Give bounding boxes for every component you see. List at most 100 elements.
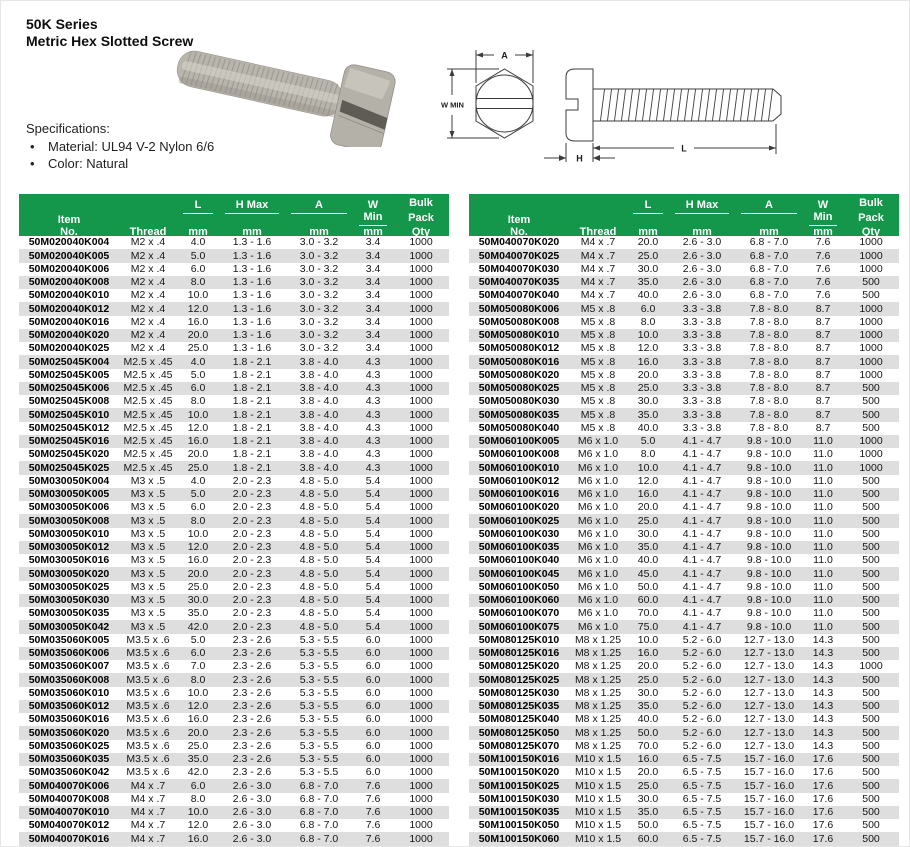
cell-a: 5.3 - 5.5 (299, 714, 339, 725)
cell-thread: M8 x 1.25 (574, 674, 622, 686)
table-row: 50M040070K008 M4 x .7 8.0 2.6 - 3.0 6.8 - 7.… (19, 793, 449, 806)
cell-length-l: 25.0 (637, 674, 659, 686)
cell-thread: M8 x 1.25 (574, 687, 622, 699)
cell-bulk-qty: 500 (862, 714, 880, 725)
cell-bulk-qty: 500 (862, 542, 880, 553)
cell-w-min: 11.0 (813, 436, 833, 447)
cell-length-l: 20.0 (637, 369, 659, 381)
cell-bulk-qty: 1000 (409, 383, 433, 394)
cell-w-min: 3.4 (365, 316, 381, 328)
cell-bulk-qty: 1000 (859, 661, 883, 672)
cell-item-no: 50M060100K060 (478, 595, 560, 606)
cell-item-no: 50M060100K035 (478, 542, 560, 553)
cell-thread: M5 x .8 (580, 356, 616, 368)
specs-heading: Specifications: (26, 121, 110, 136)
cell-bulk-qty: 1000 (409, 277, 433, 288)
table-row: 50M080125K070 M8 x 1.25 70.0 5.2 - 6.0 12.7 … (469, 740, 899, 753)
cell-thread: M2 x .4 (130, 263, 166, 275)
cell-length-l: 6.0 (190, 383, 206, 394)
cell-thread: M10 x 1.5 (574, 780, 622, 792)
cell-w-min: 4.3 (365, 422, 381, 434)
cell-bulk-qty: 1000 (409, 489, 433, 500)
cell-item-no: 50M100150K060 (478, 833, 560, 845)
cell-bulk-qty: 1000 (409, 648, 433, 659)
cell-a: 4.8 - 5.0 (299, 581, 339, 593)
cell-thread: M2.5 x .45 (123, 383, 173, 394)
cell-a: 6.8 - 7.0 (749, 237, 789, 248)
cell-bulk-qty: 500 (862, 528, 880, 540)
cell-bulk-qty: 1000 (859, 250, 883, 262)
cell-thread: M3.5 x .6 (126, 767, 170, 778)
cell-w-min: 7.6 (365, 793, 381, 805)
cell-item-no: 50M100150K030 (478, 793, 560, 805)
cell-bulk-qty: 1000 (409, 807, 433, 818)
cell-length-l: 16.0 (187, 555, 209, 566)
cell-item-no: 50M035060K005 (28, 634, 110, 646)
cell-w-min: 4.3 (365, 369, 381, 381)
table-row: 50M020040K008 M2 x .4 8.0 1.3 - 1.6 3.0 - 3.… (19, 275, 449, 289)
col-header-h-max: H Max mm (669, 194, 735, 241)
cell-thread: M8 x 1.25 (574, 740, 622, 752)
cell-bulk-qty: 500 (862, 767, 880, 778)
cell-thread: M2.5 x .45 (123, 396, 173, 407)
cell-h-max: 6.5 - 7.5 (682, 754, 722, 765)
cell-w-min: 6.0 (365, 714, 381, 725)
cell-w-min: 3.4 (365, 303, 381, 315)
cell-h-max: 3.3 - 3.8 (682, 356, 722, 368)
table-row: 50M060100K040 M6 x 1.0 40.0 4.1 - 4.7 9.8 - … (469, 554, 899, 567)
cell-item-no: 50M035060K035 (28, 754, 110, 765)
cell-item-no: 50M030050K016 (28, 555, 110, 566)
cell-a: 3.0 - 3.2 (299, 237, 339, 248)
cell-w-min: 4.3 (365, 383, 381, 394)
cell-thread: M2 x .4 (130, 237, 166, 248)
cell-bulk-qty: 500 (862, 621, 880, 633)
cell-a: 4.8 - 5.0 (299, 489, 339, 500)
cell-bulk-qty: 500 (862, 807, 880, 818)
cell-thread: M2.5 x .45 (123, 436, 173, 447)
cell-bulk-qty: 1000 (409, 330, 433, 341)
col-header-a: A mm (285, 194, 353, 241)
cell-length-l: 8.0 (640, 449, 656, 460)
cell-length-l: 6.0 (190, 780, 206, 792)
cell-length-l: 30.0 (637, 396, 659, 407)
page-title: 50K Series Metric Hex Slotted Screw (26, 16, 193, 50)
cell-h-max: 1.8 - 2.1 (232, 369, 272, 381)
cell-bulk-qty: 500 (862, 608, 880, 619)
cell-item-no: 50M100150K050 (478, 820, 560, 831)
cell-length-l: 25.0 (637, 515, 659, 527)
cell-length-l: 75.0 (637, 621, 659, 633)
cell-w-min: 5.4 (365, 475, 381, 487)
cell-h-max: 5.2 - 6.0 (682, 714, 722, 725)
table-row: 50M040070K020 M4 x .7 20.0 2.6 - 3.0 6.8 - 7… (469, 236, 899, 249)
cell-thread: M6 x 1.0 (577, 542, 619, 553)
cell-item-no: 50M040070K012 (28, 820, 110, 831)
cell-w-min: 7.6 (815, 290, 831, 301)
cell-thread: M4 x .7 (130, 807, 166, 818)
cell-bulk-qty: 1000 (409, 727, 433, 739)
cell-a: 9.8 - 10.0 (746, 462, 792, 474)
col-header-l: L mm (177, 194, 219, 241)
cell-bulk-qty: 1000 (409, 436, 433, 447)
cell-thread: M3 x .5 (130, 581, 166, 593)
cell-length-l: 16.0 (637, 648, 659, 659)
cell-length-l: 25.0 (187, 740, 209, 752)
cell-item-no: 50M060100K005 (478, 436, 560, 447)
cell-a: 4.8 - 5.0 (299, 502, 339, 513)
cell-w-min: 7.6 (815, 250, 831, 262)
table-body-left: 50M020040K004 M2 x .4 4.0 1.3 - 1.6 3.0 - 3.… (19, 236, 449, 846)
table-body-right: 50M040070K020 M4 x .7 20.0 2.6 - 3.0 6.8 - 7… (469, 236, 899, 846)
spec-material-text: Material: UL94 V-2 Nylon 6/6 (48, 138, 215, 154)
table-row: 50M035060K020 M3.5 x .6 20.0 2.3 - 2.6 5.3 -… (19, 726, 449, 740)
cell-a: 9.8 - 10.0 (746, 489, 792, 500)
table-row: 50M080125K016 M8 x 1.25 16.0 5.2 - 6.0 12.7 … (469, 646, 899, 660)
table-row: 50M060100K075 M6 x 1.0 75.0 4.1 - 4.7 9.8 - … (469, 620, 899, 634)
cell-h-max: 5.2 - 6.0 (682, 727, 722, 739)
cell-thread: M3.5 x .6 (126, 661, 170, 672)
col-header-w-min: W Min mm (803, 194, 843, 241)
cell-bulk-qty: 500 (862, 595, 880, 606)
screw-photo (176, 50, 396, 147)
cell-a: 6.8 - 7.0 (749, 277, 789, 288)
cell-length-l: 35.0 (637, 409, 659, 421)
cell-a: 7.8 - 8.0 (749, 343, 789, 354)
cell-a: 5.3 - 5.5 (299, 727, 339, 739)
